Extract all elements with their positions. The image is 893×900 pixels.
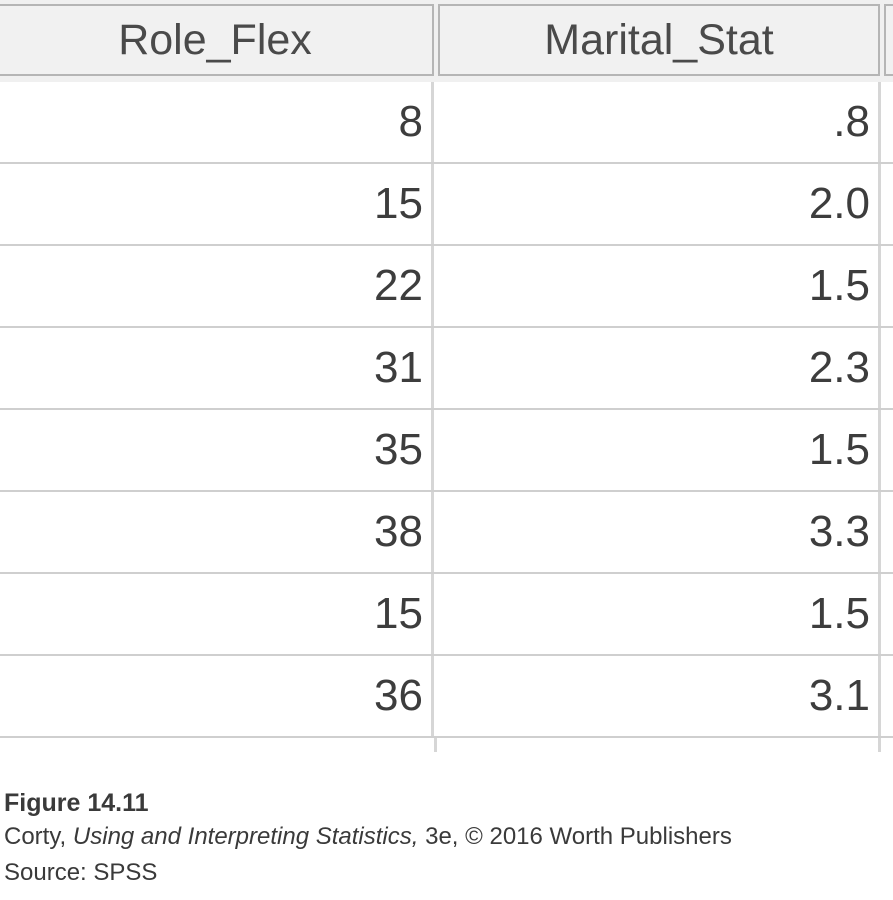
cell-role-flex[interactable]: 38 [0, 492, 434, 572]
column-divider [878, 738, 881, 752]
data-grid: Role_Flex Marital_Stat 8 .8 15 2.0 22 1.… [0, 0, 893, 752]
table-row: 22 1.5 [0, 246, 893, 328]
figure-credit: Corty, Using and Interpreting Statistics… [4, 819, 884, 855]
cell-next[interactable] [881, 82, 893, 162]
cell-role-flex[interactable]: 8 [0, 82, 434, 162]
cell-next[interactable] [881, 246, 893, 326]
cell-marital-stat[interactable]: 3.3 [434, 492, 881, 572]
credit-book-title: Using and Interpreting Statistics, [72, 823, 419, 850]
credit-author: Corty, [4, 823, 67, 850]
cell-next[interactable] [881, 164, 893, 244]
cell-role-flex[interactable]: 22 [0, 246, 434, 326]
figure-source: Source: SPSS [4, 859, 158, 886]
cell-marital-stat[interactable]: 3.1 [434, 656, 881, 736]
cell-marital-stat[interactable]: 2.3 [434, 328, 881, 408]
cell-next[interactable] [881, 656, 893, 736]
column-header-marital-stat[interactable]: Marital_Stat [438, 4, 880, 76]
column-header-next[interactable] [884, 4, 893, 76]
cell-next[interactable] [881, 492, 893, 572]
table-row: 15 2.0 [0, 164, 893, 246]
cell-marital-stat[interactable]: 1.5 [434, 246, 881, 326]
credit-edition: 3e, © 2016 Worth Publishers [425, 823, 732, 850]
cell-role-flex[interactable]: 31 [0, 328, 434, 408]
table-row: 35 1.5 [0, 410, 893, 492]
cell-next[interactable] [881, 410, 893, 490]
column-divider [434, 738, 437, 752]
table-row: 15 1.5 [0, 574, 893, 656]
cell-marital-stat[interactable]: 2.0 [434, 164, 881, 244]
cell-marital-stat[interactable]: .8 [434, 82, 881, 162]
cell-next[interactable] [881, 574, 893, 654]
cell-role-flex[interactable]: 36 [0, 656, 434, 736]
table-row: 36 3.1 [0, 656, 893, 738]
figure-caption: Figure 14.11 Corty, Using and Interpreti… [4, 787, 884, 891]
table-row: 31 2.3 [0, 328, 893, 410]
column-header-row: Role_Flex Marital_Stat [0, 0, 893, 82]
cell-role-flex[interactable]: 15 [0, 574, 434, 654]
cell-next[interactable] [881, 328, 893, 408]
cell-marital-stat[interactable]: 1.5 [434, 574, 881, 654]
figure-title: Figure 14.11 [4, 789, 149, 817]
column-header-role-flex[interactable]: Role_Flex [0, 4, 434, 76]
table-row: 8 .8 [0, 82, 893, 164]
table-row: 38 3.3 [0, 492, 893, 574]
cell-role-flex[interactable]: 15 [0, 164, 434, 244]
cell-marital-stat[interactable]: 1.5 [434, 410, 881, 490]
cell-role-flex[interactable]: 35 [0, 410, 434, 490]
